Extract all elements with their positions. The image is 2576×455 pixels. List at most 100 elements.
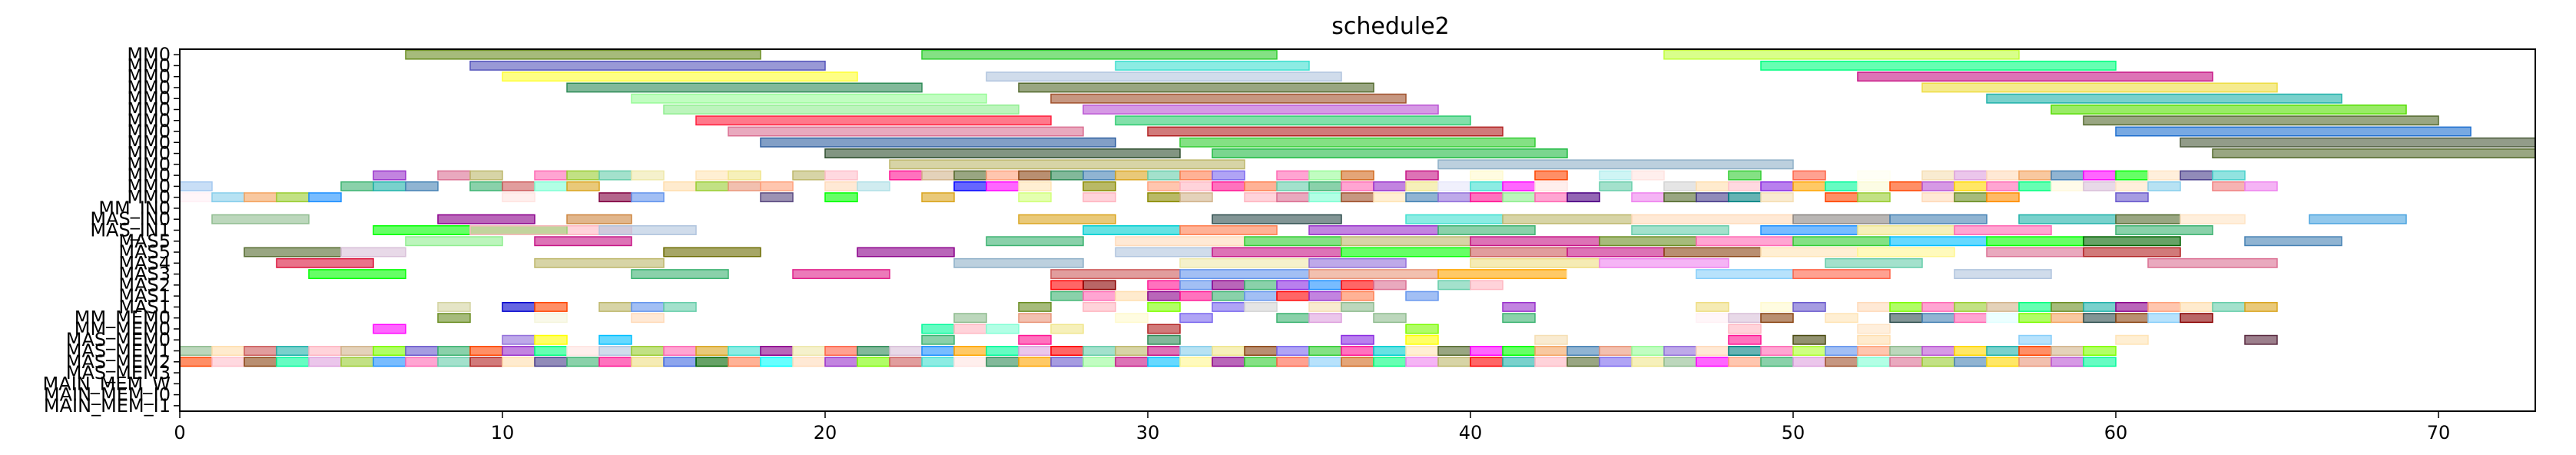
task-bar [1470, 280, 1503, 291]
task-bar [405, 357, 439, 367]
task-bar [276, 357, 310, 367]
task-bar [1244, 181, 1278, 191]
task-bar [1082, 105, 1439, 115]
task-bar [405, 236, 503, 247]
task-bar [1728, 313, 1762, 324]
task-bar [1857, 181, 1891, 191]
task-bar [1857, 301, 1891, 312]
task-bar [1534, 192, 1568, 203]
task-bar [244, 192, 277, 203]
task-bar [1663, 181, 1697, 191]
task-bar [1599, 257, 1729, 268]
y-tick-label: MM0 [127, 99, 171, 121]
task-bar [760, 137, 1116, 148]
task-bar [1244, 357, 1278, 367]
task-bar [1018, 357, 1052, 367]
task-bar [792, 269, 890, 280]
task-bar [1308, 280, 1342, 291]
task-bar [1986, 346, 2020, 356]
y-tick-label: MM0 [127, 187, 171, 208]
task-bar [986, 170, 1019, 181]
task-bar [1534, 181, 1568, 191]
task-bar [2018, 301, 2052, 312]
task-bar [1308, 192, 1342, 203]
task-bar [1212, 301, 1245, 312]
task-bar [1728, 170, 1762, 181]
task-bar [921, 346, 955, 356]
task-bar [1986, 313, 2020, 324]
task-bar [889, 170, 923, 181]
task-bar [2083, 313, 2117, 324]
task-bar [2147, 257, 2278, 268]
task-bar [1825, 346, 1858, 356]
task-bar [1308, 301, 1342, 312]
task-bar [1050, 170, 1084, 181]
task-bar [857, 247, 955, 257]
task-bar [1696, 313, 1729, 324]
task-bar [566, 214, 632, 224]
task-bar [1986, 357, 2020, 367]
x-axis: 0 10 20 30 40 50 60 70 [174, 411, 2450, 443]
task-bar [1857, 71, 2213, 82]
plot-frame [179, 48, 2536, 412]
task-bar [179, 346, 213, 356]
task-bar [921, 357, 955, 367]
task-bar [1115, 346, 1149, 356]
y-tick-label: MM0 [127, 77, 171, 98]
task-bar [631, 301, 665, 312]
task-bar [1341, 334, 1374, 345]
task-bar [1889, 181, 1923, 191]
task-bar [953, 346, 987, 356]
task-bar [1921, 357, 1955, 367]
task-bar [2147, 313, 2181, 324]
task-bar [566, 82, 923, 93]
task-bar [1857, 247, 1955, 257]
task-bar [244, 346, 277, 356]
task-bar [405, 49, 761, 60]
task-bar [1212, 280, 1245, 291]
task-bar [179, 181, 213, 191]
task-bar [598, 334, 632, 345]
task-bar [1792, 346, 1826, 356]
y-tick-label: MAS3 [118, 264, 171, 285]
task-bar [2051, 170, 2084, 181]
task-bar [340, 357, 374, 367]
task-bar [1663, 192, 1697, 203]
task-bar [1663, 49, 2020, 60]
task-bar [1986, 192, 2020, 203]
task-bar [2083, 357, 2117, 367]
task-bar [1534, 346, 1568, 356]
task-bar [1825, 313, 1858, 324]
task-bar [1728, 192, 1762, 203]
task-bar [663, 181, 697, 191]
task-bar [1437, 357, 1471, 367]
task-bar [728, 357, 761, 367]
task-bar [1921, 170, 1955, 181]
task-bar [244, 357, 277, 367]
x-tick-label: 0 [174, 422, 185, 443]
task-bar [1889, 346, 1923, 356]
task-bar [1050, 291, 1084, 301]
task-bar [1728, 357, 1762, 367]
task-bar [437, 170, 471, 181]
y-axis-labels: MM0MM0MM0MM0MM0MM0MM0MM0MM0MM0MM0MM0MM0M… [43, 44, 180, 417]
task-bar [1792, 236, 1891, 247]
task-bar [1566, 357, 1600, 367]
task-bar [1954, 346, 1988, 356]
task-bar [1405, 192, 1439, 203]
task-bar [1437, 225, 1536, 235]
task-bar [211, 192, 245, 203]
task-bar [1276, 280, 1310, 291]
task-bar [728, 181, 761, 191]
task-bar [1470, 170, 1503, 181]
task-bar [1437, 346, 1471, 356]
task-bar [1986, 93, 2342, 104]
task-bar [469, 357, 503, 367]
task-bar [1212, 291, 1245, 301]
task-bar [1341, 181, 1374, 191]
y-tick-label: MM_IN0 [98, 198, 171, 219]
task-bar [1276, 346, 1310, 356]
task-bar [502, 346, 535, 356]
task-bar [1760, 225, 1858, 235]
task-bar [373, 181, 406, 191]
